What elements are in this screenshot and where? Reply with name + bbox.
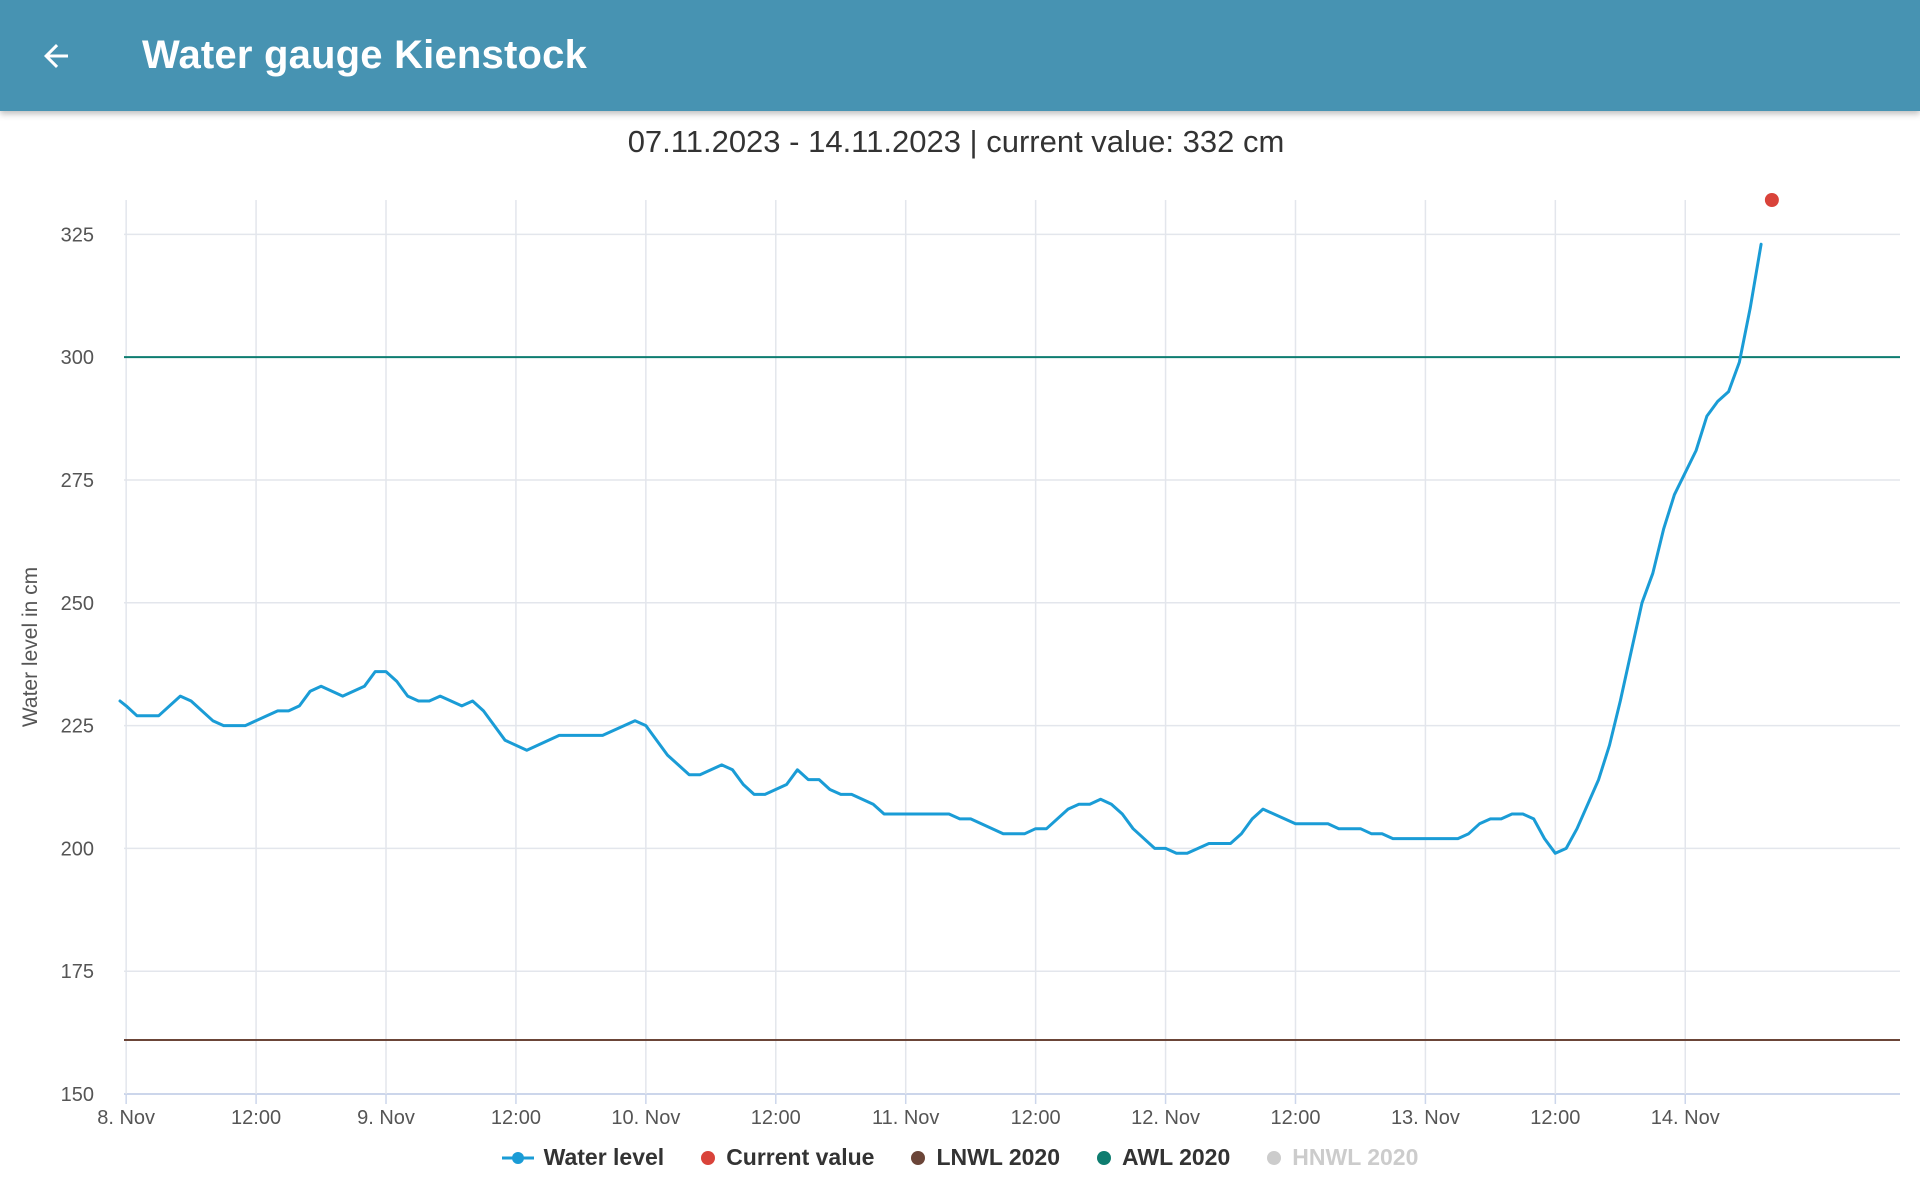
chart-legend: Water level Current value LNWL 2020 AWL … bbox=[0, 1144, 1920, 1171]
x-tick-label: 13. Nov bbox=[1391, 1107, 1460, 1129]
x-tick-label: 12:00 bbox=[491, 1107, 541, 1129]
legend-item-current-value[interactable]: Current value bbox=[700, 1144, 874, 1171]
legend-dot-symbol bbox=[910, 1150, 926, 1166]
legend-label: Water level bbox=[543, 1144, 665, 1170]
x-tick-label: 14. Nov bbox=[1651, 1107, 1720, 1129]
legend-label: LNWL 2020 bbox=[936, 1144, 1061, 1170]
water-level-line bbox=[118, 242, 1763, 855]
legend-label: HNWL 2020 bbox=[1292, 1144, 1419, 1170]
legend-dot-symbol bbox=[1266, 1150, 1282, 1166]
y-tick-label: 325 bbox=[61, 224, 94, 246]
legend-label: AWL 2020 bbox=[1122, 1144, 1231, 1170]
legend-item-lnwl[interactable]: LNWL 2020 bbox=[910, 1144, 1060, 1171]
legend-dot-symbol bbox=[700, 1150, 716, 1166]
legend-dot-symbol bbox=[1096, 1150, 1112, 1166]
arrow-back-icon bbox=[44, 43, 68, 68]
legend-item-hnwl[interactable]: HNWL 2020 bbox=[1266, 1144, 1418, 1171]
y-tick-label: 200 bbox=[61, 838, 94, 860]
x-tick-label: 12:00 bbox=[231, 1107, 281, 1129]
x-tick-label: 12:00 bbox=[751, 1107, 801, 1129]
x-tick-label: 12:00 bbox=[1270, 1107, 1320, 1129]
current-value-point bbox=[1764, 193, 1779, 207]
water-level-chart: 150 175 200 225 250 275 300 325 8. Nov 12:00 9. No… bbox=[19, 193, 1900, 1129]
x-tick-label: 12:00 bbox=[1530, 1107, 1580, 1129]
page-title: Water gauge Kienstock bbox=[142, 33, 588, 77]
y-tick-label: 300 bbox=[61, 347, 94, 369]
legend-line-symbol bbox=[501, 1150, 534, 1166]
x-tick-label: 12:00 bbox=[1011, 1107, 1061, 1129]
chart-subtitle: 07.11.2023 - 14.11.2023 | current value:… bbox=[627, 124, 1285, 159]
app-bar: Water gauge Kienstock bbox=[0, 0, 1920, 111]
x-tick-label: 12. Nov bbox=[1131, 1107, 1200, 1129]
x-tick-label: 9. Nov bbox=[357, 1107, 415, 1129]
x-tick-label: 8. Nov bbox=[97, 1107, 155, 1129]
y-axis-title: Water level in cm bbox=[19, 567, 42, 727]
back-button[interactable] bbox=[28, 28, 84, 84]
legend-item-water-level[interactable]: Water level bbox=[501, 1144, 665, 1171]
y-tick-label: 250 bbox=[61, 593, 94, 615]
x-tick-label: 11. Nov bbox=[872, 1107, 939, 1129]
y-tick-label: 225 bbox=[61, 716, 94, 738]
legend-item-awl[interactable]: AWL 2020 bbox=[1096, 1144, 1230, 1171]
y-tick-label: 150 bbox=[61, 1084, 94, 1106]
legend-label: Current value bbox=[726, 1144, 875, 1170]
x-tick-label: 10. Nov bbox=[611, 1107, 680, 1129]
y-tick-label: 175 bbox=[61, 961, 94, 983]
y-tick-label: 275 bbox=[61, 470, 94, 492]
